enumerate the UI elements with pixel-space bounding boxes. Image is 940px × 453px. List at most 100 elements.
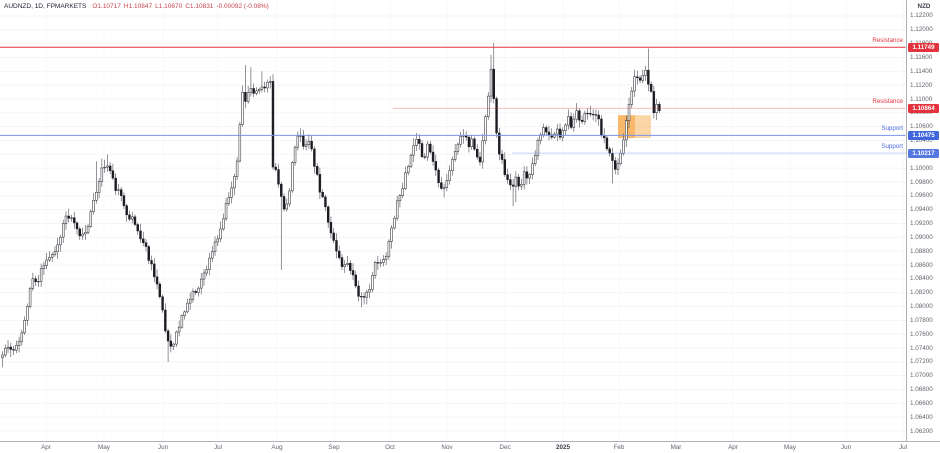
candle bbox=[183, 310, 186, 320]
candle bbox=[86, 224, 90, 235]
price-badge: 1.10217 bbox=[908, 148, 939, 158]
candle bbox=[324, 194, 327, 212]
candle bbox=[625, 115, 628, 148]
candle bbox=[343, 260, 346, 273]
candle bbox=[37, 274, 40, 287]
candle bbox=[125, 203, 128, 222]
candle bbox=[175, 330, 178, 347]
candle bbox=[227, 192, 231, 207]
time-tick-label: Feb bbox=[613, 444, 625, 451]
candle bbox=[62, 219, 65, 243]
candle bbox=[78, 226, 81, 240]
candle bbox=[67, 208, 70, 223]
candle bbox=[448, 165, 451, 185]
candle bbox=[484, 114, 487, 145]
price-tick-label: 1.07600 bbox=[910, 330, 933, 338]
candle bbox=[445, 174, 449, 192]
candle bbox=[638, 75, 642, 84]
symbol-title[interactable]: AUDNZD, 1D, FPMARKETS bbox=[4, 3, 87, 10]
candle bbox=[142, 231, 145, 247]
candle bbox=[600, 115, 603, 138]
candle bbox=[114, 173, 117, 195]
candle bbox=[34, 276, 37, 286]
candle bbox=[583, 110, 587, 125]
candle bbox=[257, 87, 261, 94]
candle bbox=[440, 177, 443, 190]
price-tick-label: 1.10600 bbox=[910, 123, 933, 131]
candle bbox=[315, 163, 319, 177]
candle bbox=[558, 123, 562, 140]
candle bbox=[213, 236, 217, 256]
candle bbox=[556, 123, 559, 142]
candle bbox=[59, 234, 62, 252]
price-tick-label: 1.11000 bbox=[910, 95, 933, 103]
candle bbox=[476, 144, 479, 160]
candle bbox=[100, 158, 104, 187]
candle bbox=[630, 86, 633, 108]
price-tick-label: 1.07000 bbox=[910, 372, 933, 380]
candle bbox=[332, 228, 335, 244]
candle bbox=[429, 140, 432, 155]
candle bbox=[619, 149, 622, 166]
price-tick-label: 1.06400 bbox=[910, 413, 933, 421]
candle bbox=[194, 289, 197, 295]
candle bbox=[539, 132, 542, 145]
candle bbox=[365, 289, 369, 305]
price-tick-label: 1.12200 bbox=[910, 12, 933, 20]
candle bbox=[70, 214, 73, 222]
candle bbox=[470, 134, 473, 150]
candle bbox=[150, 255, 153, 271]
candle bbox=[498, 127, 501, 161]
candle bbox=[641, 69, 645, 84]
support-label: Support bbox=[881, 143, 903, 151]
price-tick-label: 1.07400 bbox=[910, 344, 933, 352]
price-tick-label: 1.06600 bbox=[910, 399, 933, 407]
candle bbox=[224, 197, 228, 222]
candle bbox=[246, 85, 250, 104]
candle bbox=[387, 239, 391, 260]
candle bbox=[84, 225, 87, 240]
candle bbox=[434, 154, 438, 176]
time-tick-label: Nov bbox=[441, 444, 453, 451]
time-tick-label: Jul bbox=[213, 444, 223, 451]
candle bbox=[56, 237, 59, 259]
candle bbox=[608, 146, 611, 157]
candle bbox=[219, 221, 222, 243]
candle bbox=[636, 70, 639, 85]
candle bbox=[111, 163, 115, 181]
candle bbox=[302, 129, 305, 150]
candle bbox=[307, 134, 311, 149]
price-tick-label: 1.09800 bbox=[910, 178, 933, 186]
candle bbox=[611, 147, 614, 184]
candle bbox=[153, 258, 156, 283]
candle bbox=[172, 342, 175, 351]
price-tick-label: 1.08000 bbox=[910, 303, 933, 310]
candle bbox=[103, 159, 106, 173]
candle bbox=[280, 181, 283, 270]
candle bbox=[144, 239, 148, 252]
time-tick-label: Jun bbox=[840, 444, 852, 451]
candle bbox=[329, 216, 333, 239]
time-tick-label: Sep bbox=[328, 444, 340, 451]
time-axis[interactable]: Apr May Jun Jul Aug Sep Oct Nov Dec 2025 Feb Mar Apr… bbox=[0, 441, 940, 453]
highlight-box-outer[interactable] bbox=[618, 115, 651, 139]
candle bbox=[511, 178, 515, 207]
candle bbox=[238, 121, 242, 163]
ohlc-open: O1.10717 bbox=[92, 3, 121, 10]
candle bbox=[108, 162, 112, 174]
symbol-legend: AUDNZD, 1D, FPMARKETS O1.10717 H1.10847 L1.… bbox=[4, 3, 269, 10]
candle bbox=[249, 67, 253, 97]
candle bbox=[321, 189, 324, 199]
candle bbox=[17, 336, 21, 353]
candle bbox=[205, 265, 208, 277]
candle bbox=[277, 163, 280, 188]
candle bbox=[459, 131, 462, 148]
candle bbox=[230, 181, 233, 204]
price-axis[interactable]: NZD 1.122001.120001.118001.116001.114001… bbox=[906, 0, 940, 441]
candle bbox=[50, 252, 54, 262]
candle bbox=[235, 157, 239, 181]
time-tick-label: Mar bbox=[670, 444, 682, 451]
candle bbox=[614, 156, 617, 175]
candle bbox=[464, 131, 468, 141]
